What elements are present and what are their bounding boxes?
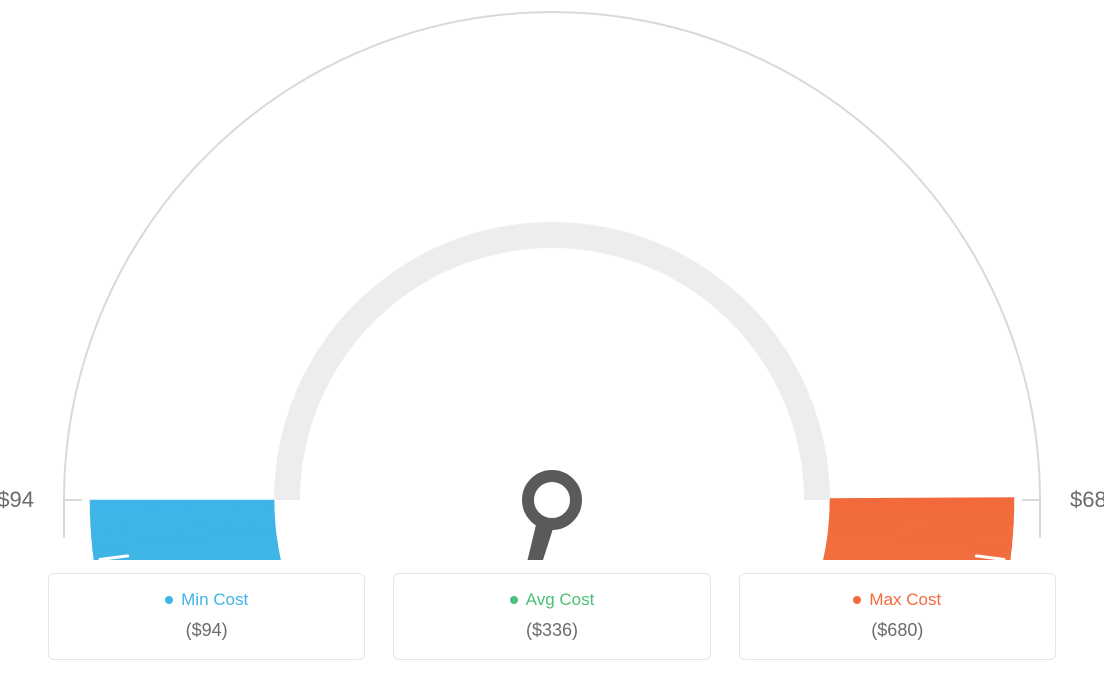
legend-row: Min Cost ($94) Avg Cost ($336) Max Cost …: [48, 573, 1056, 660]
legend-dot-avg: [510, 596, 518, 604]
legend-max-label: Max Cost: [869, 590, 941, 610]
legend-dot-min: [165, 596, 173, 604]
legend-dot-max: [853, 596, 861, 604]
legend-avg-value: ($336): [394, 620, 709, 641]
legend-avg-label: Avg Cost: [526, 590, 595, 610]
legend-min-title: Min Cost: [165, 590, 248, 610]
legend-max-value: ($680): [740, 620, 1055, 641]
legend-min-label: Min Cost: [181, 590, 248, 610]
legend-card-max: Max Cost ($680): [739, 573, 1056, 660]
svg-text:$94: $94: [0, 487, 34, 512]
legend-avg-title: Avg Cost: [510, 590, 595, 610]
legend-card-avg: Avg Cost ($336): [393, 573, 710, 660]
legend-max-title: Max Cost: [853, 590, 941, 610]
cost-gauge-chart: $94$155$216$336$451$566$680: [0, 0, 1104, 560]
legend-card-min: Min Cost ($94): [48, 573, 365, 660]
svg-text:$680: $680: [1070, 487, 1104, 512]
legend-min-value: ($94): [49, 620, 364, 641]
